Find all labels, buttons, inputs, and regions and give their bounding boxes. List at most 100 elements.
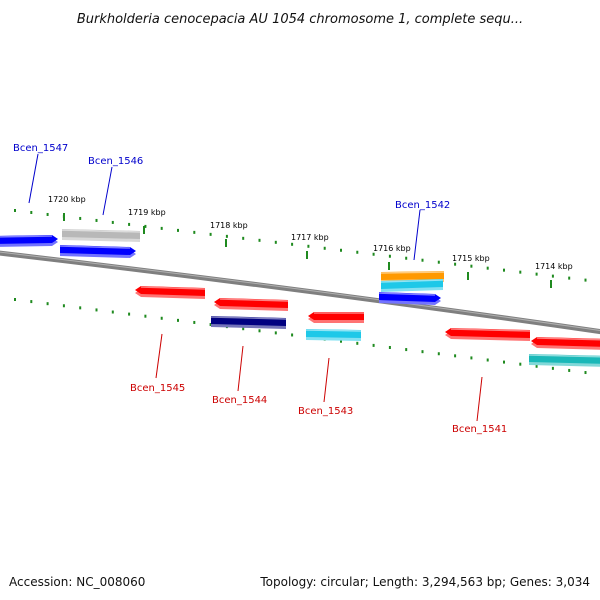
outer-dot — [95, 218, 98, 222]
label-leader-line — [102, 166, 113, 216]
label-bcen-1547[interactable]: Bcen_1547 — [13, 143, 68, 204]
outer-dot — [144, 224, 147, 228]
tick-label: 1716 kbp — [373, 244, 411, 253]
arrow-highlight — [219, 298, 289, 302]
outer-dot — [503, 268, 505, 272]
major-tick — [143, 226, 145, 234]
arrow-highlight — [450, 328, 531, 332]
tick-label: 1719 kbp — [128, 208, 166, 217]
inner-dot — [209, 323, 212, 327]
arrow-highlight — [61, 229, 141, 233]
inner-dot — [258, 329, 261, 333]
outer-dot — [437, 260, 440, 264]
gene-label-bcen-1542: Bcen_1542 — [395, 200, 450, 211]
feature-bar-teal[interactable] — [528, 354, 600, 367]
inner-dot — [503, 360, 505, 364]
major-tick — [467, 272, 469, 280]
feature-bar-cyan[interactable] — [305, 329, 362, 341]
inner-dot — [421, 350, 424, 354]
outer-dot — [551, 274, 554, 278]
outer-dot — [519, 270, 522, 274]
inner-dot — [242, 327, 245, 331]
feature-bar-cyan[interactable] — [380, 279, 444, 292]
arrow-highlight — [59, 245, 131, 249]
outer-dot — [258, 238, 261, 242]
gene-label-bcen-1545: Bcen_1545 — [130, 383, 185, 394]
major-tick — [550, 280, 552, 288]
gene-arrow-bcen-1545[interactable] — [135, 286, 206, 299]
label-bcen-1542[interactable]: Bcen_1542 — [395, 200, 450, 261]
gene-arrow-bcen-1541[interactable] — [445, 328, 531, 341]
inner-dot — [79, 306, 82, 310]
gene-arrow-bcen-1547[interactable] — [0, 235, 58, 247]
arrow-highlight — [528, 354, 600, 358]
inner-dot — [405, 348, 408, 352]
label-leader-line — [476, 376, 483, 422]
label-bcen-1541[interactable]: Bcen_1541 — [452, 376, 507, 435]
label-leader-line — [323, 357, 330, 403]
gene-arrow-red[interactable] — [531, 337, 600, 350]
gene-arrow-bcen-1542[interactable] — [378, 292, 441, 305]
label-bcen-1545[interactable]: Bcen_1545 — [130, 333, 185, 394]
outer-dot — [470, 264, 473, 268]
outer-dot — [405, 256, 408, 260]
inner-dot — [584, 371, 587, 375]
label-bcen-1544[interactable]: Bcen_1544 — [212, 345, 267, 406]
major-tick — [225, 239, 227, 247]
outer-dot — [225, 234, 228, 238]
chromosome-backbone-highlight — [0, 251, 600, 332]
arrow-highlight — [380, 279, 444, 283]
inner-dot — [14, 298, 16, 301]
gene-label-bcen-1544: Bcen_1544 — [212, 395, 267, 406]
inner-dot — [144, 314, 147, 318]
label-leader-line — [413, 209, 421, 261]
features-layer — [0, 229, 600, 367]
inner-dot — [470, 356, 473, 360]
gene-label-bcen-1541: Bcen_1541 — [452, 424, 507, 435]
gene-label-bcen-1547: Bcen_1547 — [13, 143, 68, 154]
map-title: Burkholderia cenocepacia AU 1054 chromos… — [77, 12, 523, 27]
tick-label: 1715 kbp — [452, 254, 490, 263]
gene-label-bcen-1543: Bcen_1543 — [298, 406, 353, 417]
inner-dot — [388, 345, 391, 349]
inner-dot — [437, 352, 440, 356]
inner-dot — [356, 341, 359, 345]
outer-dot — [307, 244, 310, 248]
outer-dot — [177, 228, 179, 232]
inner-dot — [160, 316, 163, 320]
inner-dot — [177, 318, 179, 322]
outer-dot — [340, 248, 342, 252]
major-tick — [63, 213, 65, 221]
inner-dot — [274, 331, 277, 335]
inner-dot — [519, 362, 522, 366]
feature-bar-navy[interactable] — [210, 316, 287, 329]
tick-label: 1717 kbp — [291, 233, 329, 242]
outer-dot — [421, 258, 424, 262]
gene-label-bcen-1546: Bcen_1546 — [88, 156, 143, 167]
label-leader-line — [237, 345, 244, 392]
outer-dot — [454, 262, 457, 266]
outer-dot — [79, 216, 82, 220]
arrow-highlight — [305, 329, 362, 332]
inner-dot — [372, 343, 375, 347]
inner-dot — [291, 333, 294, 337]
outer-dot — [388, 254, 391, 258]
gene-arrow-bcen-1544[interactable] — [214, 298, 289, 311]
inner-dot — [340, 339, 342, 343]
inner-dot — [454, 354, 457, 358]
outer-dot — [46, 212, 49, 216]
gene-arrow-bcen-1543[interactable] — [308, 312, 364, 323]
arrow-highlight — [378, 292, 436, 296]
inner-dot — [46, 302, 49, 306]
tick-label: 1718 kbp — [210, 221, 248, 230]
feature-bar-gray[interactable] — [61, 229, 141, 242]
outer-dot — [584, 278, 587, 282]
outer-dot — [14, 209, 16, 212]
inner-dot — [111, 310, 114, 314]
outer-dot — [111, 220, 114, 224]
label-bcen-1543[interactable]: Bcen_1543 — [298, 357, 353, 417]
gene-arrow-bcen-1546[interactable] — [59, 245, 136, 258]
outer-dot — [128, 222, 131, 226]
label-bcen-1546[interactable]: Bcen_1546 — [88, 156, 143, 216]
arrow-highlight — [210, 316, 287, 320]
